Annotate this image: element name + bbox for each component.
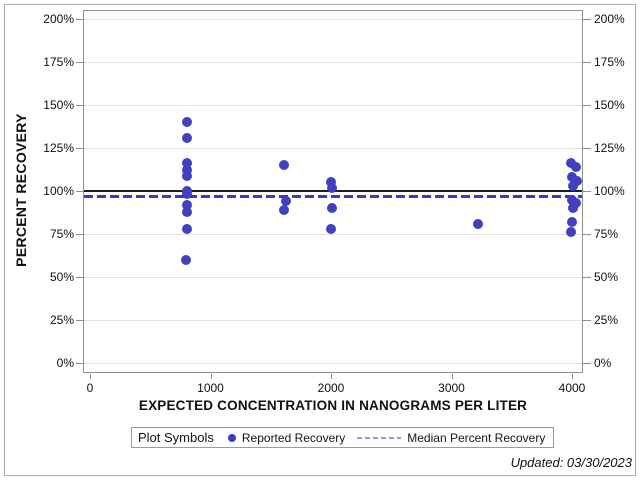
y-tick-label-left-0pct: 0% xyxy=(56,356,74,370)
x-tick-label-4000: 4000 xyxy=(558,381,586,395)
x-tick-label-2000: 2000 xyxy=(317,381,345,395)
gridline-125pct xyxy=(84,148,582,149)
y-tick-left-25pct xyxy=(76,320,84,321)
y-tick-label-right-200pct: 200% xyxy=(594,12,625,26)
y-tick-label-left-200pct: 200% xyxy=(43,12,74,26)
data-point xyxy=(327,203,337,214)
y-tick-label-right-150pct: 150% xyxy=(594,98,625,112)
data-point xyxy=(182,199,193,210)
legend-entry-label: Median Percent Recovery xyxy=(407,430,546,445)
x-tick-label-1000: 1000 xyxy=(197,381,224,395)
data-point xyxy=(182,132,193,143)
y-tick-label-left-100pct: 100% xyxy=(43,184,74,198)
gridline-150pct xyxy=(84,105,582,106)
data-point xyxy=(182,223,193,234)
y-tick-label-left-25pct: 25% xyxy=(49,313,74,327)
y-tick-left-175pct xyxy=(76,62,84,63)
data-point xyxy=(278,204,289,215)
y-tick-right-25pct xyxy=(583,320,591,321)
data-point xyxy=(568,203,578,214)
data-point xyxy=(181,254,192,265)
y-tick-label-left-75pct: 75% xyxy=(49,227,74,241)
data-point xyxy=(326,223,336,234)
y-tick-right-150pct xyxy=(583,105,591,106)
y-tick-label-left-50pct: 50% xyxy=(49,270,74,284)
gridline-50pct xyxy=(84,277,582,278)
y-tick-label-right-25pct: 25% xyxy=(594,313,619,327)
x-axis-title: EXPECTED CONCENTRATION IN NANOGRAMS PER … xyxy=(138,398,528,413)
x-tick-label-3000: 3000 xyxy=(438,381,465,395)
y-tick-left-100pct xyxy=(76,191,84,192)
y-tick-label-left-125pct: 125% xyxy=(43,141,74,155)
data-point xyxy=(572,175,582,186)
legend-box: Plot Symbols Reported Recovery Median Pe… xyxy=(131,427,555,448)
data-point xyxy=(182,206,193,217)
y-tick-left-0pct xyxy=(76,363,84,364)
y-tick-left-50pct xyxy=(76,277,84,278)
y-tick-label-left-150pct: 150% xyxy=(43,98,74,112)
data-point xyxy=(472,218,483,229)
y-tick-right-100pct xyxy=(583,191,591,192)
gridline-0pct xyxy=(84,363,582,364)
y-tick-right-50pct xyxy=(583,277,591,278)
plot-area xyxy=(83,10,583,373)
y-tick-left-200pct xyxy=(76,19,84,20)
legend-title: Plot Symbols xyxy=(138,430,214,445)
y-tick-right-125pct xyxy=(583,148,591,149)
data-point xyxy=(280,196,291,207)
data-point xyxy=(326,177,336,188)
y-tick-right-175pct xyxy=(583,62,591,63)
data-point xyxy=(278,160,289,171)
data-point xyxy=(182,170,193,181)
data-point xyxy=(182,189,193,200)
data-point xyxy=(566,227,576,238)
y-tick-label-right-175pct: 175% xyxy=(594,55,625,69)
median-line-sample-icon xyxy=(357,436,402,439)
y-tick-label-right-0pct: 0% xyxy=(594,356,612,370)
data-point xyxy=(182,158,193,169)
reported-recovery-dot-icon xyxy=(227,433,236,442)
y-tick-left-150pct xyxy=(76,105,84,106)
y-tick-label-right-125pct: 125% xyxy=(594,141,625,155)
figure-border xyxy=(4,4,636,476)
y-tick-label-right-75pct: 75% xyxy=(594,227,619,241)
x-tick-1000 xyxy=(210,374,212,379)
y-tick-label-right-100pct: 100% xyxy=(594,184,625,198)
median-percent-recovery-line xyxy=(84,195,582,199)
y-tick-left-75pct xyxy=(76,234,84,235)
data-point xyxy=(327,182,337,193)
x-tick-4000 xyxy=(572,374,573,379)
gridline-75pct xyxy=(84,234,582,235)
x-tick-3000 xyxy=(451,374,453,379)
data-point xyxy=(571,161,581,172)
gridline-200pct xyxy=(84,19,582,20)
y-tick-label-left-175pct: 175% xyxy=(43,55,74,69)
data-point xyxy=(567,216,577,227)
data-point xyxy=(571,198,581,209)
gridline-25pct xyxy=(84,320,582,321)
data-point xyxy=(568,180,578,191)
legend-entry-reported-recovery: Reported Recovery xyxy=(227,430,346,445)
data-point xyxy=(182,117,193,128)
y-tick-right-0pct xyxy=(583,363,591,364)
y-tick-right-75pct xyxy=(583,234,591,235)
x-tick-2000 xyxy=(331,374,332,379)
x-tick-label-0: 0 xyxy=(86,381,94,395)
data-point xyxy=(182,165,193,176)
legend-entry-median-recovery: Median Percent Recovery xyxy=(345,431,545,445)
updated-note: Updated: 03/30/2023 xyxy=(510,455,632,470)
y-tick-right-200pct xyxy=(583,19,591,20)
gridline-175pct xyxy=(84,62,582,63)
y-tick-label-right-50pct: 50% xyxy=(594,270,619,284)
x-tick-0 xyxy=(90,374,91,379)
y-tick-left-125pct xyxy=(76,148,84,149)
legend-entry-label: Reported Recovery xyxy=(241,430,346,445)
